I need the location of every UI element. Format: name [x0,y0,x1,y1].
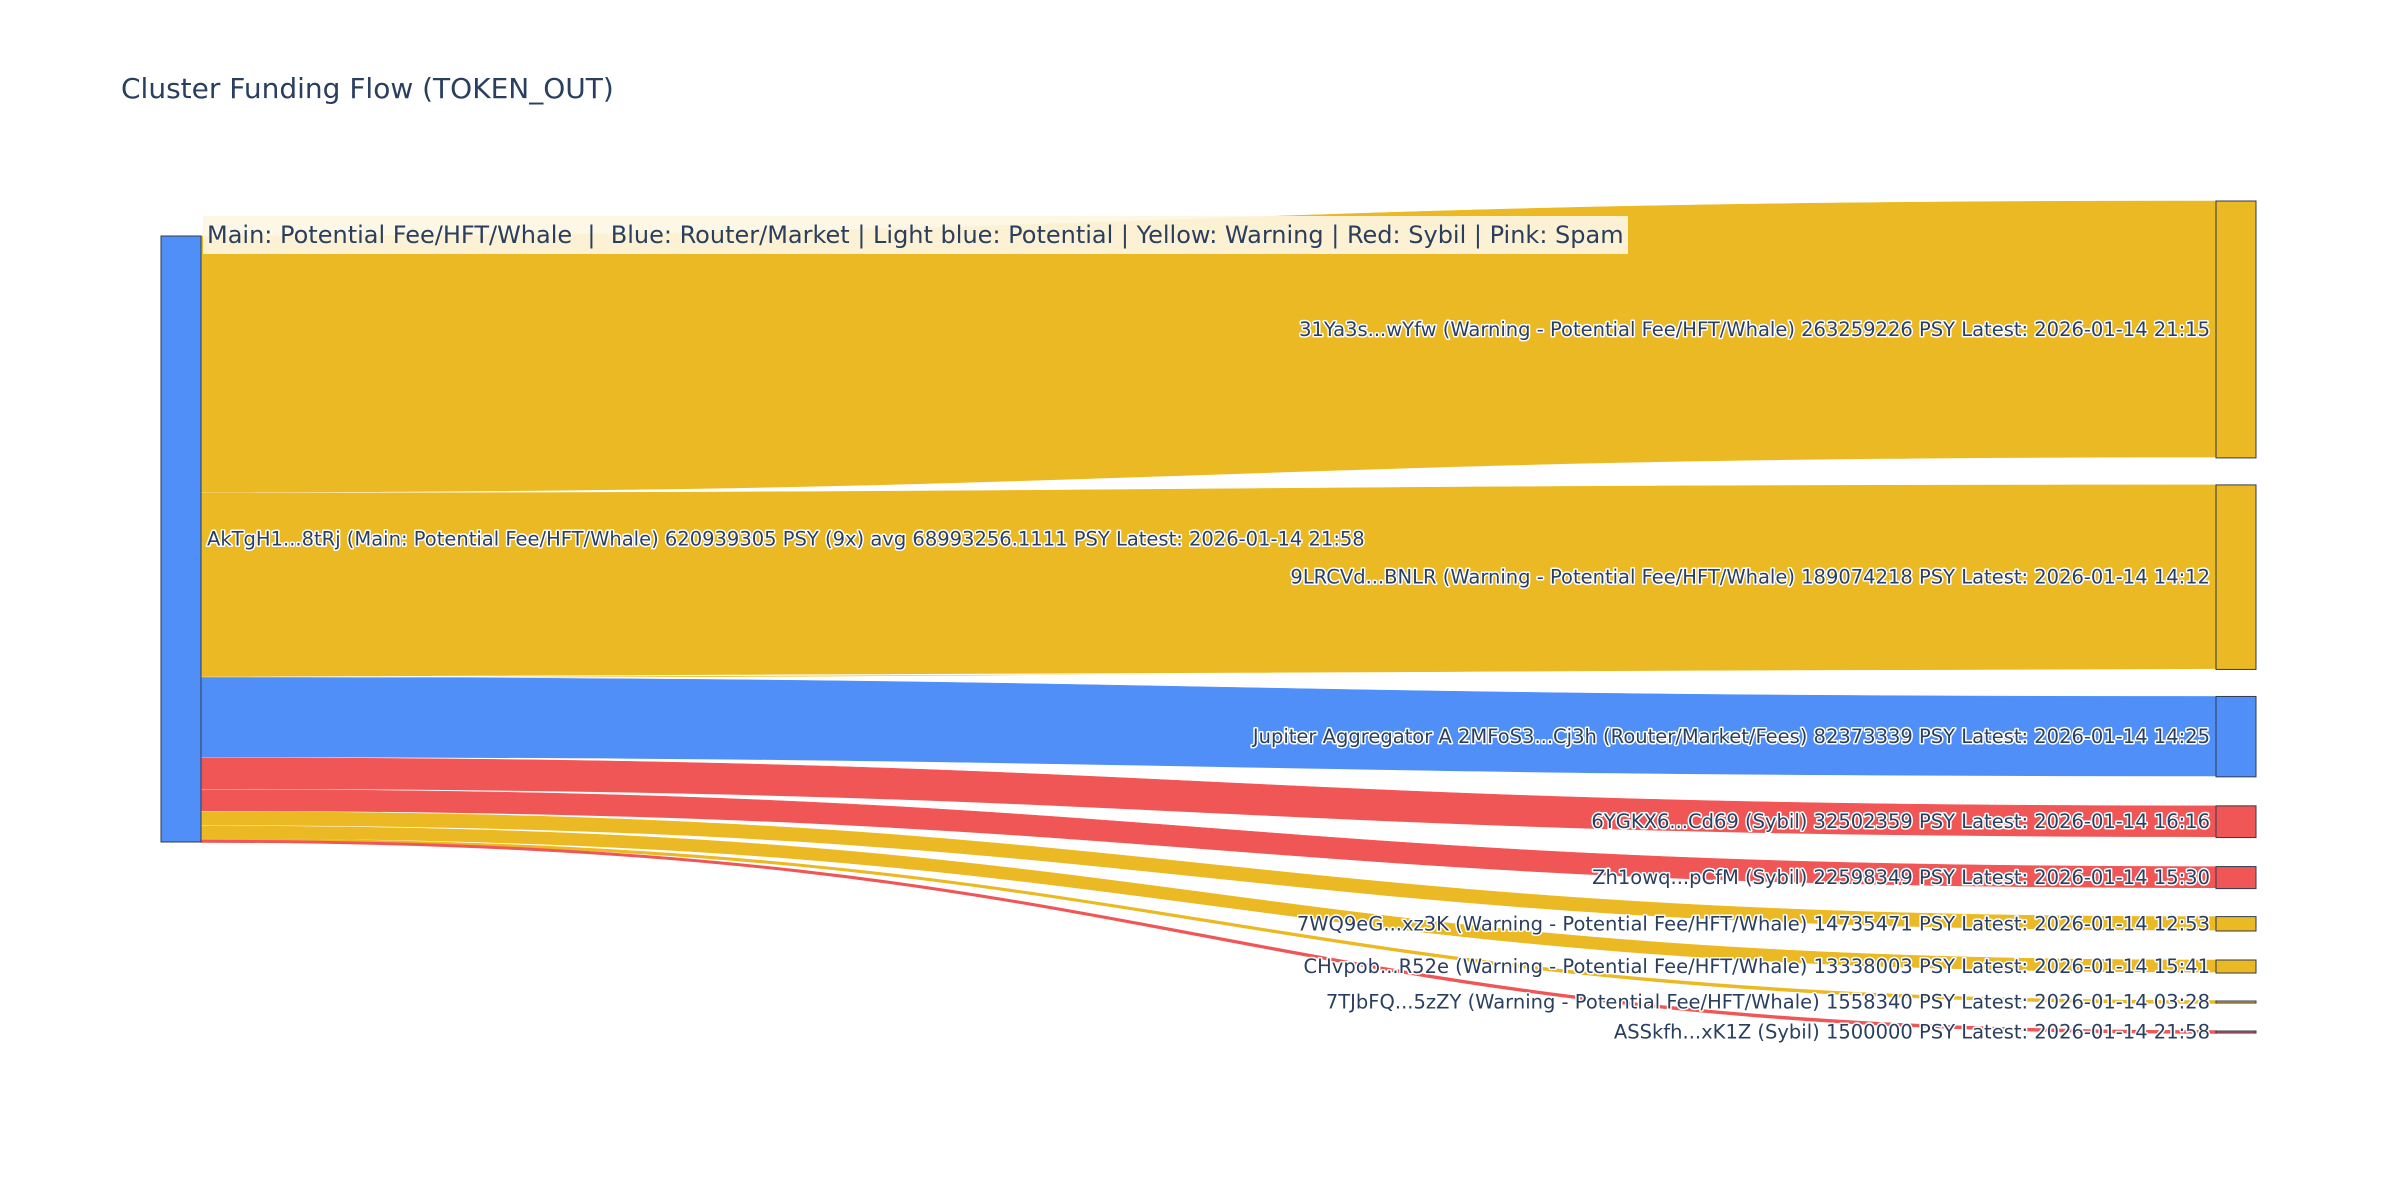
target-node-6 [2215,959,2257,974]
target-node-2 [2215,695,2257,778]
target-node-1 [2215,484,2257,670]
source-node [160,235,202,843]
target-node-label-8: ASSkfh...xK1Z (Sybil) 1500000 PSY Latest… [1614,1021,2210,1044]
target-node-5 [2215,916,2257,932]
chart-title: Cluster Funding Flow (TOKEN_OUT) [121,72,614,105]
target-node-label-2: Jupiter Aggregator A 2MFoS3...Cj3h (Rout… [1251,725,2210,748]
flow-link-edge-2 [200,757,2217,778]
legend-annotation: Main: Potential Fee/HFT/Whale | Blue: Ro… [203,216,1628,254]
flow-link-edge-6 [200,838,2217,974]
target-node-label-4: Zh1owq...pCfM (Sybil) 22598349 PSY Lates… [1592,866,2210,889]
nodes-group [160,200,2257,1034]
target-node-3 [2215,805,2257,839]
flow-link-edge-0 [200,457,2217,494]
flow-link-edge-4 [200,811,2217,890]
target-node-0 [2215,200,2257,459]
target-node-8 [2215,1030,2257,1034]
target-node-label-6: CHvpob...R52e (Warning - Potential Fee/H… [1304,955,2210,978]
target-node-label-1: 9LRCVd...BNLR (Warning - Potential Fee/H… [1290,566,2210,589]
target-node-label-5: 7WQ9eG...xz3K (Warning - Potential Fee/H… [1297,912,2210,935]
target-node-label-7: 7TJbFQ...5zZY (Warning - Potential Fee/H… [1326,991,2210,1014]
target-node-4 [2215,866,2257,890]
flow-link-edge-3 [200,788,2217,839]
target-node-label-3: 6YGKX6...Cd69 (Sybil) 32502359 PSY Lates… [1591,810,2210,833]
source-node-label: AkTgH1...8tRj (Main: Potential Fee/HFT/W… [207,528,1365,551]
target-node-7 [2215,1000,2257,1004]
target-node-label-0: 31Ya3s...wYfw (Warning - Potential Fee/H… [1299,318,2210,341]
labels-group: AkTgH1...8tRj (Main: Potential Fee/HFT/W… [206,316,2212,1045]
flow-link-edge-5 [200,825,2217,932]
links-group [200,200,2217,1034]
